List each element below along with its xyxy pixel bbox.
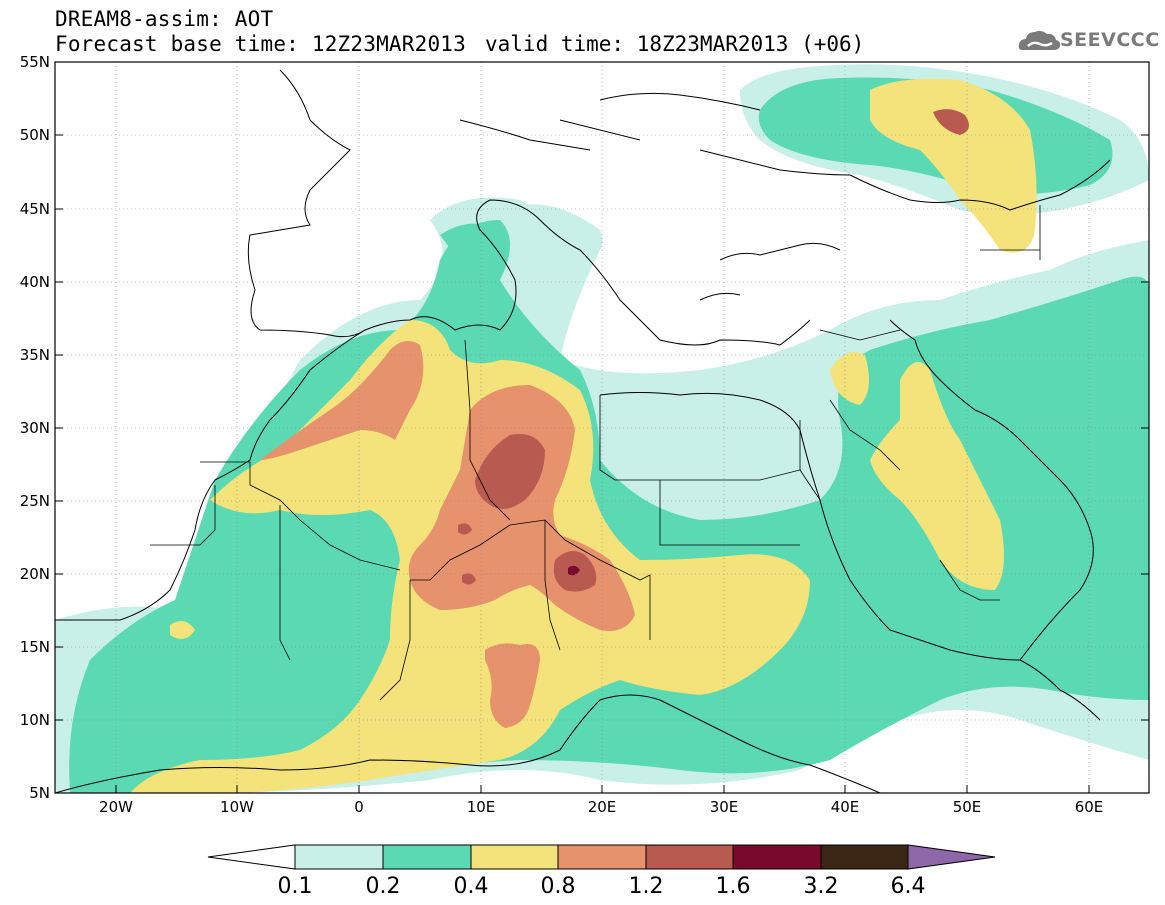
lat-label: 40N <box>20 273 50 291</box>
lat-label: 50N <box>20 126 50 144</box>
valid-time: valid time: 18Z23MAR2013 (+06) <box>485 32 865 56</box>
lon-label: 20W <box>99 798 133 816</box>
lon-label: 20E <box>588 798 617 816</box>
logo-text: SEEVCCC <box>1060 29 1160 51</box>
lat-label: 25N <box>20 492 50 510</box>
lon-label: 60E <box>1075 798 1104 816</box>
lon-label: 10W <box>220 798 254 816</box>
lat-label: 20N <box>20 565 50 583</box>
lon-label: 30E <box>710 798 739 816</box>
forecast-base-time: Forecast base time: 12Z23MAR2013 <box>55 32 466 56</box>
lat-label: 35N <box>20 346 50 364</box>
country-borders <box>150 205 1041 701</box>
lon-label: 10E <box>467 798 496 816</box>
cloud-logo-icon <box>1018 30 1061 50</box>
axis-ticks <box>55 61 1149 793</box>
lat-label: 30N <box>20 419 50 437</box>
lat-label: 5N <box>29 784 50 802</box>
lat-label: 10N <box>20 711 50 729</box>
lat-label: 15N <box>20 638 50 656</box>
lat-label: 55N <box>20 53 50 71</box>
lon-label: 40E <box>831 798 860 816</box>
lat-label: 45N <box>20 200 50 218</box>
aot-contour-1.6 <box>568 565 580 576</box>
lon-label: 0 <box>354 798 364 816</box>
coastlines <box>55 69 1111 793</box>
lon-label: 50E <box>953 798 982 816</box>
chart-title: DREAM8-assim: AOT <box>55 7 274 31</box>
